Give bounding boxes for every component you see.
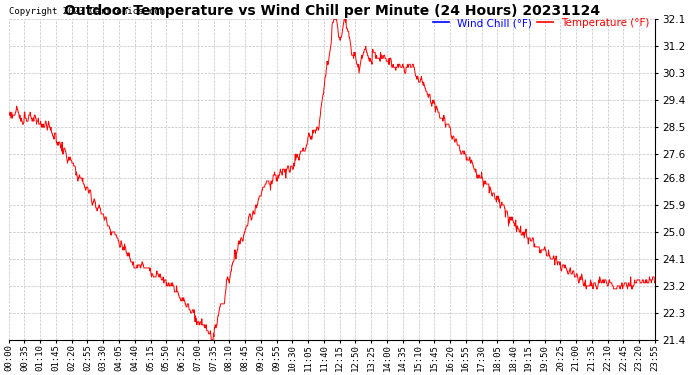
Text: Copyright 2023 Cartronics.com: Copyright 2023 Cartronics.com [9,7,165,16]
Legend: Wind Chill (°F), Temperature (°F): Wind Chill (°F), Temperature (°F) [433,18,650,28]
Title: Outdoor Temperature vs Wind Chill per Minute (24 Hours) 20231124: Outdoor Temperature vs Wind Chill per Mi… [63,4,600,18]
